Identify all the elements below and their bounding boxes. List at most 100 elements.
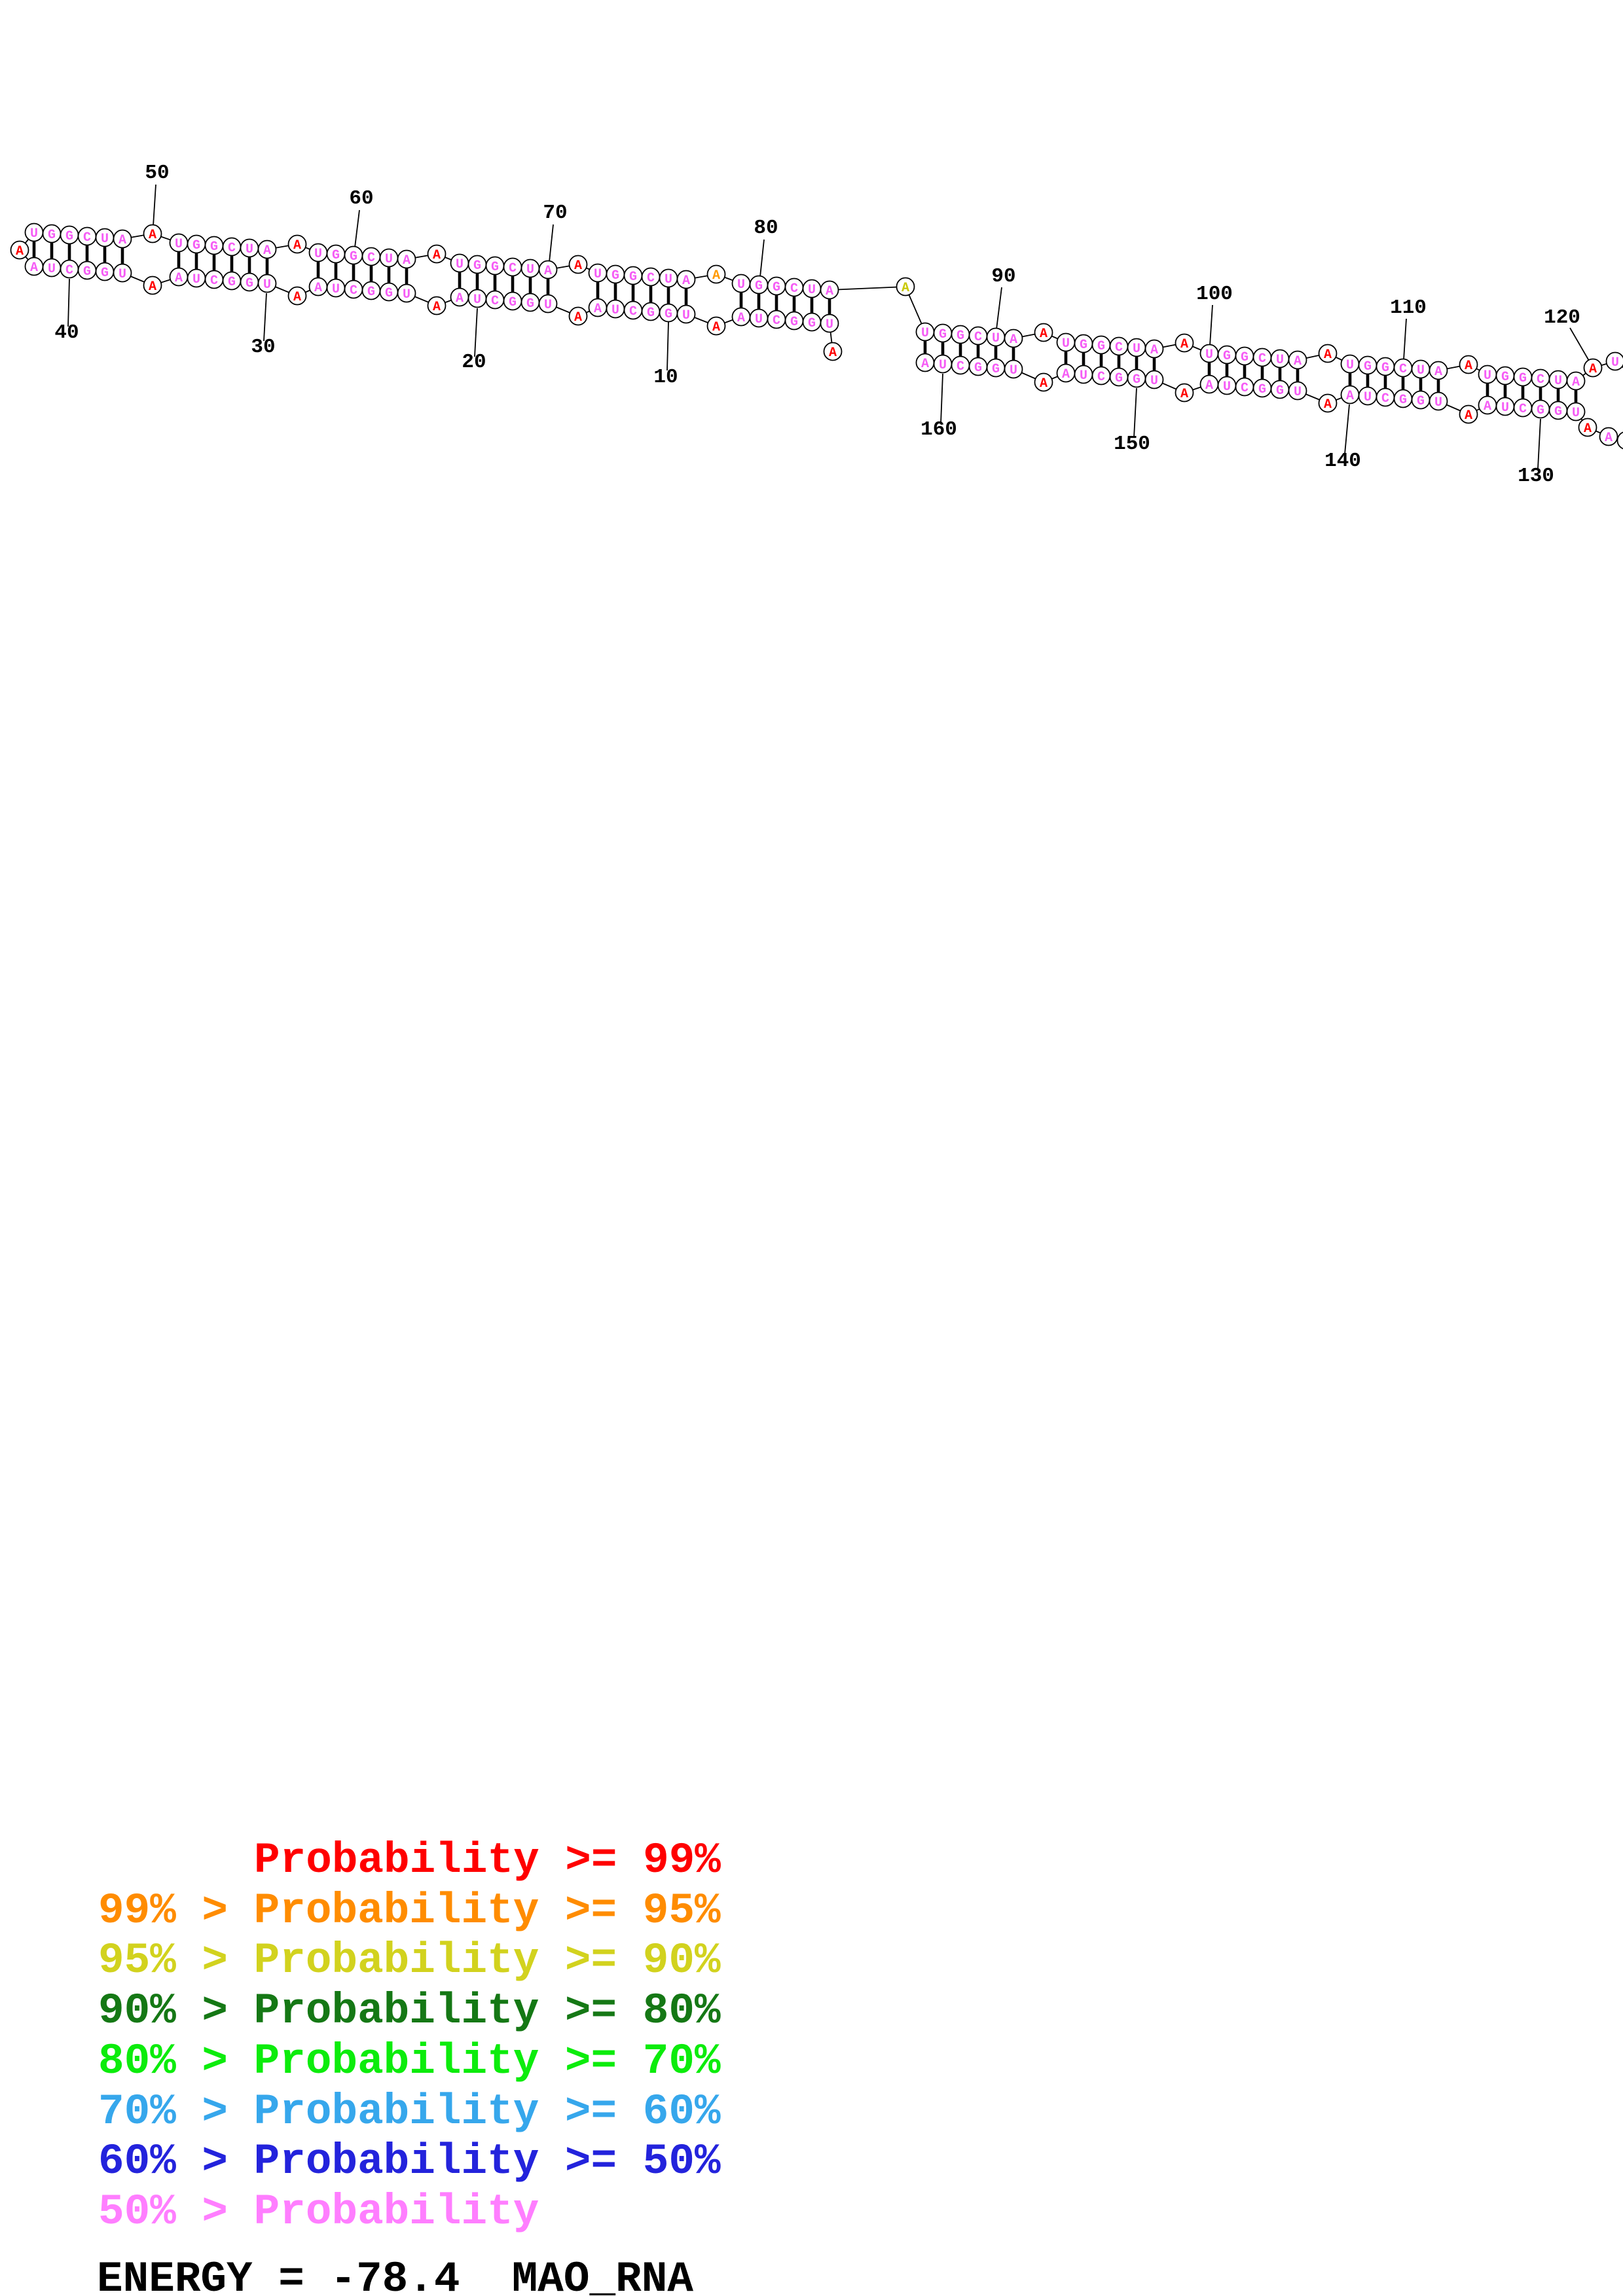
nucleotide-letter: A — [1010, 332, 1017, 348]
nucleotide-circle — [143, 224, 162, 243]
nucleotide-letter: U — [1062, 336, 1070, 351]
position-label: 90 — [991, 265, 1015, 288]
nucleotide-letter: A — [1572, 375, 1580, 390]
legend-line-70: 80% > Probability >= 70% — [98, 2037, 721, 2086]
nucleotide-letter: G — [367, 285, 375, 300]
nucleotide-letter: A — [263, 243, 271, 259]
nucleotide-circle — [915, 353, 935, 372]
nucleotide-letter: U — [594, 267, 602, 282]
nucleotide-letter: G — [192, 238, 200, 253]
position-label: 60 — [349, 187, 373, 210]
nucleotide-letter: A — [826, 284, 833, 299]
nucleotide-letter: U — [665, 272, 672, 287]
nucleotide-circle — [287, 234, 307, 254]
nucleotide-circle — [1318, 344, 1338, 363]
nucleotide-letter: G — [992, 362, 1000, 377]
nucleotide-letter: G — [1501, 370, 1509, 385]
nucleotide-letter: A — [293, 238, 301, 253]
nucleotide-letter: G — [83, 264, 91, 279]
nucleotide-letter: A — [433, 300, 441, 315]
position-label: 110 — [1390, 296, 1427, 319]
nucleotide-letter: C — [1097, 370, 1105, 385]
label-leader-line — [263, 293, 267, 342]
nucleotide-letter: U — [544, 298, 552, 313]
nucleotide-letter: G — [1364, 359, 1372, 374]
nucleotide-letter: G — [65, 229, 73, 244]
nucleotide-letter: G — [1276, 384, 1284, 399]
nucleotide-letter: A — [1040, 327, 1048, 342]
nucleotide-circle — [1459, 404, 1478, 424]
nucleotide-circle — [588, 298, 608, 317]
nucleotide-letter: U — [737, 278, 745, 293]
nucleotide-letter: G — [246, 276, 253, 291]
nucleotide-circle — [1034, 323, 1053, 342]
nucleotide-letter: G — [808, 316, 816, 331]
nucleotide-letter: G — [210, 240, 218, 255]
nucleotide-circle — [1605, 351, 1623, 371]
nucleotide-letter: G — [1399, 393, 1407, 408]
label-leader-line — [354, 209, 360, 248]
nucleotide-letter: A — [1294, 354, 1302, 369]
nucleotide-letter: G — [101, 266, 109, 281]
nucleotide-letter: C — [1258, 351, 1266, 367]
nucleotide-circle — [823, 342, 843, 361]
nucleotide-letter: C — [647, 271, 655, 286]
nucleotide-letter: G — [1133, 372, 1140, 387]
nucleotide-letter: A — [1150, 343, 1158, 358]
nucleotide-letter: G — [1417, 394, 1425, 409]
position-label: 50 — [145, 162, 169, 185]
nucleotide-letter: A — [314, 281, 322, 296]
nucleotide-letter: A — [1434, 365, 1442, 380]
nucleotide-circle — [568, 255, 588, 274]
nucleotide-letter: G — [491, 260, 499, 275]
nucleotide-letter: A — [1324, 348, 1332, 363]
position-label: 120 — [1544, 306, 1580, 329]
nucleotide-letter: A — [1180, 387, 1188, 402]
nucleotide-letter: G — [1554, 404, 1562, 420]
probability-legend: Probability >= 99% 99% > Probability >= … — [98, 1836, 721, 2236]
nucleotide-circle — [397, 249, 416, 269]
nucleotide-letter: A — [16, 244, 24, 259]
nucleotide-letter: U — [526, 262, 534, 278]
nucleotide-circle — [1616, 431, 1623, 450]
nucleotide-letter: A — [1346, 389, 1354, 404]
nucleotide-letter: U — [385, 252, 393, 267]
nucleotide-circle — [1199, 374, 1219, 394]
label-leader-line — [1209, 304, 1213, 346]
nucleotide-letter: C — [1381, 391, 1389, 406]
nucleotide-letter: C — [1241, 381, 1249, 396]
position-label: 150 — [1114, 433, 1150, 456]
nucleotide-letter: U — [808, 283, 816, 298]
energy-text: ENERGY = -78.4 MAO_RNA — [97, 2255, 693, 2296]
nucleotide-letter: U — [48, 262, 56, 277]
nucleotide-letter: A — [403, 253, 410, 268]
nucleotide-circle — [427, 296, 447, 315]
nucleotide-letter: U — [101, 232, 109, 247]
backbone-bond — [829, 286, 906, 291]
nucleotide-circle — [24, 257, 44, 276]
nucleotide-letter: G — [48, 228, 56, 243]
nucleotide-letter: A — [921, 357, 929, 372]
nucleotide-circle — [1175, 383, 1194, 403]
legend-line-90: 95% > Probability >= 90% — [98, 1936, 721, 1985]
nucleotide-letter: G — [332, 248, 340, 263]
nucleotide-letter: G — [939, 327, 947, 342]
nucleotide-letter: G — [957, 329, 964, 344]
nucleotide-circle — [538, 260, 558, 279]
nucleotide-letter: G — [773, 280, 780, 295]
nucleotide-letter: A — [149, 279, 156, 295]
nucleotide-letter: U — [192, 272, 200, 287]
nucleotide-circle — [1144, 339, 1164, 359]
nucleotide-circle — [568, 306, 588, 326]
nucleotide-letter: C — [957, 359, 964, 374]
nucleotide-circle — [308, 277, 328, 296]
rna-structure-diagram: AUGGCUAAUGGCUAAUGGCUAAUGGCUAAUGGCUAAUGGC… — [10, 162, 1623, 488]
nucleotide-circle — [706, 316, 726, 336]
nucleotide-letter: U — [939, 358, 947, 373]
legend-line-below-50: 50% > Probability — [98, 2187, 539, 2236]
nucleotide-circle — [1566, 371, 1586, 391]
label-leader-line — [666, 321, 669, 371]
legend-line-60: 70% > Probability >= 60% — [98, 2087, 721, 2136]
